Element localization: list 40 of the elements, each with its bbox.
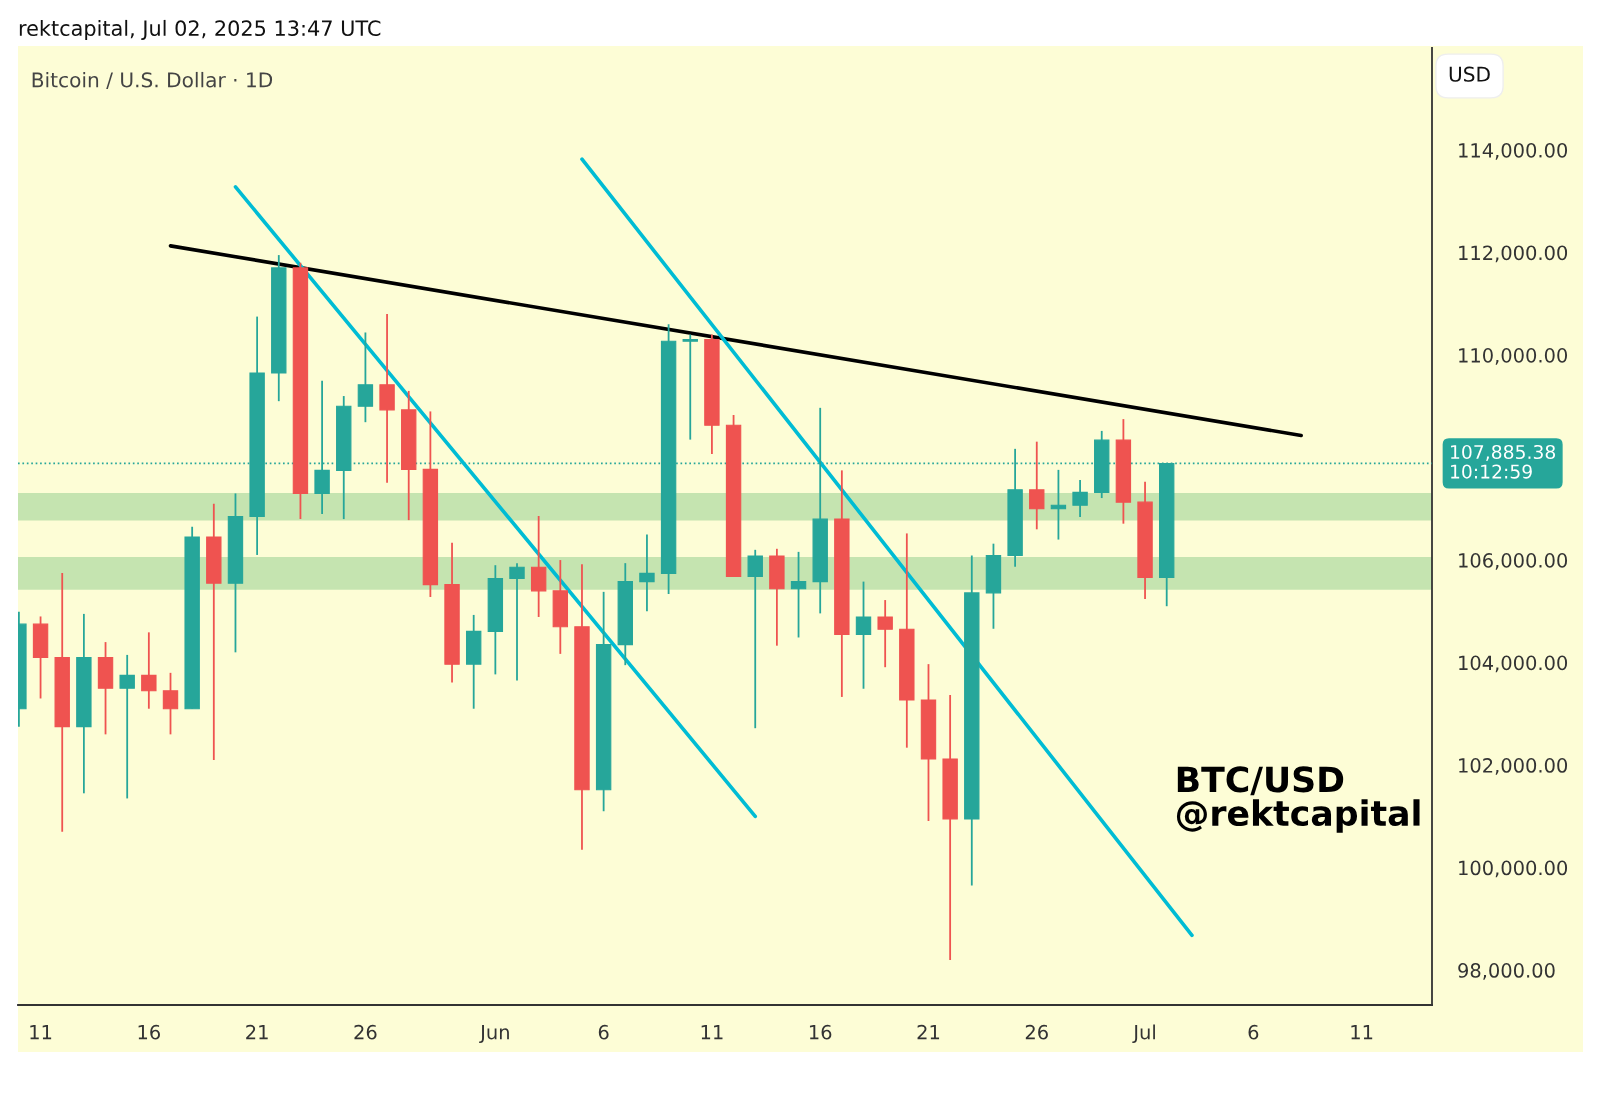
candlestick (790, 550, 807, 639)
ref-line-label: 107,885.38 10:12:59 (1451, 444, 1556, 479)
y-tick-label: 110,000.00 (1459, 348, 1568, 365)
candlestick (141, 631, 157, 710)
y-tick-label: 114,000.00 (1459, 142, 1568, 160)
x-tick-label: 11 (1351, 1025, 1373, 1040)
x-tick-label: 26 (354, 1024, 377, 1040)
x-tick-label: 21 (246, 1024, 268, 1040)
annotation: BTC/USD @rektcapital (1176, 766, 1420, 833)
candlestick (1072, 479, 1088, 518)
y-tick-label: 106,000.00 (1459, 553, 1568, 570)
y-tick-label: 112,000.00 (1459, 245, 1568, 263)
candlestick (509, 562, 525, 682)
x-tick-label: 11 (701, 1025, 723, 1040)
candlestick (1029, 440, 1045, 531)
x-tick-label: 16 (138, 1024, 160, 1040)
text: Bitcoin / U.S. Dollar · 1D (32, 71, 273, 90)
candlestick (747, 548, 763, 730)
candlestick (530, 515, 547, 618)
x-tick-label: Jul (1132, 1024, 1155, 1044)
candlestick (357, 331, 374, 424)
x-tick-label: 16 (809, 1024, 832, 1040)
candlestick (682, 333, 698, 441)
x-tick-label: 11 (30, 1025, 52, 1040)
text: rektcapital, Jul 02, 2025 13:47 UTC (19, 19, 381, 41)
y-tick-label: 98,000.00 (1458, 963, 1555, 980)
y-tick-label: 104,000.00 (1459, 655, 1568, 673)
x-tick-label: 6 (598, 1024, 609, 1040)
candlestick (119, 653, 135, 800)
candlestick (877, 599, 893, 669)
candlestick (162, 671, 179, 736)
x-tick-label: Jun (479, 1025, 509, 1044)
x-tick-label: 6 (1248, 1024, 1259, 1040)
candlestick (855, 580, 872, 690)
y-tick-label: 100,000.00 (1459, 860, 1568, 878)
x-tick-label: 21 (917, 1024, 940, 1040)
x-tick-label: 26 (1025, 1024, 1048, 1040)
candlestick (639, 533, 655, 613)
y-axis-title: USD (1449, 66, 1490, 82)
y-tick-label: 102,000.00 (1459, 758, 1568, 775)
